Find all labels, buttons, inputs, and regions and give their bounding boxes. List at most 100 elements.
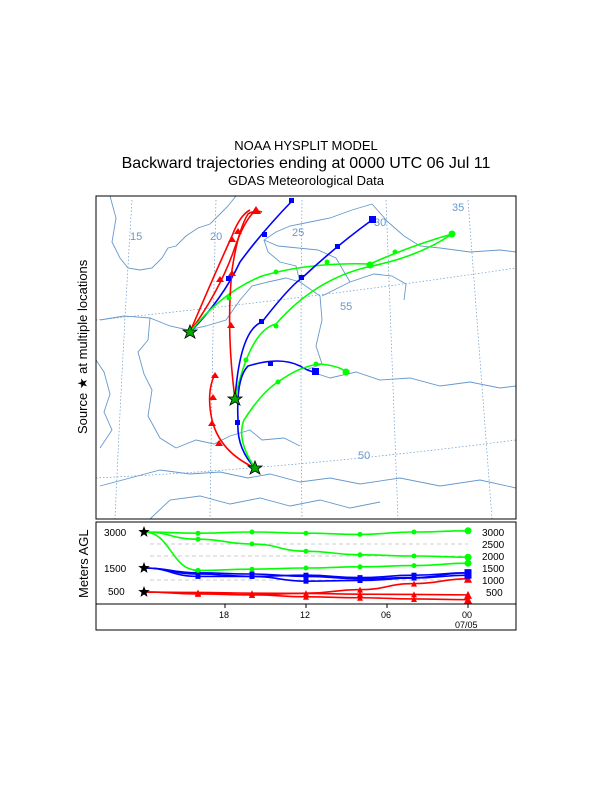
height-labels: 3000 1500 500 3000 2500 2000 1500 1000 5… <box>104 528 505 630</box>
height-point-2-1 <box>195 536 201 542</box>
blue-markers <box>226 198 376 425</box>
border-lithuania <box>263 239 351 283</box>
source-star-b <box>226 390 244 406</box>
map-frame <box>95 195 517 520</box>
marker-blue <box>262 232 267 237</box>
border-czech <box>175 429 301 449</box>
height-point-6-3 <box>303 590 309 597</box>
y-left-label-3000: 3000 <box>104 528 127 539</box>
chart-titles: NOAA HYSPLIT MODEL Backward trajectories… <box>96 138 516 189</box>
marker-blue <box>289 198 294 203</box>
height-point-2-6 <box>464 553 472 561</box>
coastline-baltic-east <box>263 203 373 283</box>
lon-line-25 <box>300 199 303 519</box>
y-left-label-1500: 1500 <box>104 564 127 575</box>
height-point-6-2 <box>249 590 255 597</box>
height-panel-frame <box>95 521 517 631</box>
lat-label-50: 50 <box>358 450 370 462</box>
height-point-6-6 <box>464 590 472 599</box>
height-point-4-3 <box>303 578 309 584</box>
y-right-label-2000: 2000 <box>482 552 505 563</box>
marker-blue <box>259 319 264 324</box>
y-right-label-500: 500 <box>486 588 503 599</box>
lon-label-15: 15 <box>130 231 142 243</box>
x-ticks <box>224 604 469 608</box>
marker-red-end <box>251 206 261 214</box>
marker-red <box>228 270 236 276</box>
y-left-label-500: 500 <box>108 587 125 598</box>
lon-line-15 <box>114 199 133 519</box>
height-point-7-5 <box>411 572 417 578</box>
height-point-8-5 <box>411 563 417 569</box>
green-markers <box>226 230 456 385</box>
lon-line-35 <box>467 199 493 519</box>
height-point-2-4 <box>357 552 363 558</box>
border-ukraine <box>305 369 516 389</box>
height-point-3-5 <box>411 580 417 587</box>
traj-a-blue-path <box>189 200 293 333</box>
height-point-5-5 <box>411 529 417 535</box>
marker-green <box>392 249 398 255</box>
lon-label-30: 30 <box>374 217 386 229</box>
height-point-5-4 <box>357 531 363 537</box>
height-point-7-1 <box>195 573 201 579</box>
marker-blue <box>235 420 240 425</box>
height-gridlines <box>150 543 468 581</box>
height-point-8-3 <box>303 565 309 571</box>
border-belarus <box>321 273 407 301</box>
height-point-5-2 <box>249 529 255 535</box>
height-point-8-1 <box>195 567 201 573</box>
marker-blue-end <box>312 368 319 375</box>
marker-green <box>273 269 279 275</box>
height-point-8-6 <box>464 559 472 567</box>
height-point-2-5 <box>411 553 417 559</box>
height-point-7-2 <box>249 573 255 579</box>
height-point-6-1 <box>195 589 201 596</box>
height-start-star-3000 <box>138 526 150 537</box>
marker-blue <box>299 275 304 280</box>
marker-red <box>234 228 242 234</box>
marker-green <box>324 259 330 265</box>
border-russia <box>371 203 516 253</box>
map-markers <box>181 198 456 475</box>
traj-c-green-path <box>240 363 347 469</box>
traj-c-red-path <box>208 373 256 469</box>
lat-line-50 <box>96 439 516 479</box>
y-right-label-1000: 1000 <box>482 576 505 587</box>
traj-a-green-path <box>189 233 453 333</box>
marker-blue <box>335 244 340 249</box>
marker-red <box>209 394 217 400</box>
marker-blue <box>226 276 231 281</box>
border-poland-east <box>299 281 323 371</box>
height-point-7-6 <box>464 569 472 577</box>
marker-green <box>243 357 249 363</box>
height-point-0-6 <box>464 595 472 604</box>
marker-red <box>216 276 224 282</box>
marker-green-end <box>448 230 456 238</box>
height-start-star-500 <box>138 586 150 597</box>
y-right-label-2500: 2500 <box>482 540 505 551</box>
x-tick-label-12: 12 <box>300 610 310 620</box>
marker-green <box>273 323 279 329</box>
model-title: NOAA HYSPLIT MODEL <box>234 138 378 153</box>
height-point-2-2 <box>249 541 255 547</box>
height-point-3-6 <box>464 574 472 583</box>
x-tick-label-18: 18 <box>219 610 229 620</box>
height-point-0-5 <box>411 595 417 602</box>
lat-line-55 <box>96 267 516 321</box>
lon-line-20 <box>209 199 217 519</box>
map-grid-labels: 15 20 25 30 35 55 50 <box>130 202 464 462</box>
marker-red-end <box>211 372 219 378</box>
height-point-5-6 <box>464 527 472 535</box>
traj-a-red-path <box>189 209 257 333</box>
map-panel <box>96 196 516 519</box>
lon-label-25: 25 <box>292 227 304 239</box>
x-tick-label-06: 06 <box>381 610 391 620</box>
height-point-8-2 <box>249 566 255 572</box>
height-point-4-4 <box>357 577 363 583</box>
traj-c-blue-path <box>236 360 317 469</box>
y-right-label-1500: 1500 <box>482 564 505 575</box>
marker-green <box>226 295 232 301</box>
coastlines <box>96 196 516 519</box>
